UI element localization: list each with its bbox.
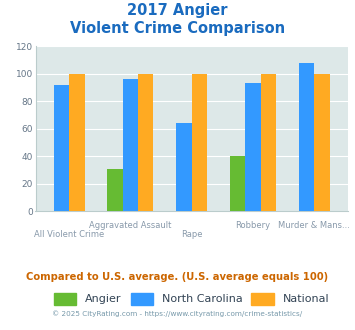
Bar (192, 74, 207, 211)
Bar (108, 169, 123, 211)
Bar (230, 156, 245, 211)
Text: All Violent Crime: All Violent Crime (34, 230, 104, 240)
Text: Violent Crime Comparison: Violent Crime Comparison (70, 21, 285, 36)
Bar (69, 74, 84, 211)
Bar (123, 79, 138, 211)
Bar (314, 74, 329, 211)
Text: Aggravated Assault: Aggravated Assault (89, 221, 171, 230)
Bar (176, 123, 192, 211)
Text: Murder & Mans...: Murder & Mans... (278, 221, 350, 230)
Text: Robbery: Robbery (235, 221, 271, 230)
Legend: Angier, North Carolina, National: Angier, North Carolina, National (54, 292, 329, 305)
Bar (54, 85, 69, 211)
Text: 2017 Angier: 2017 Angier (127, 3, 228, 18)
Text: Compared to U.S. average. (U.S. average equals 100): Compared to U.S. average. (U.S. average … (26, 272, 329, 282)
Text: © 2025 CityRating.com - https://www.cityrating.com/crime-statistics/: © 2025 CityRating.com - https://www.city… (53, 310, 302, 317)
Bar (138, 74, 153, 211)
Bar (245, 83, 261, 211)
Text: Rape: Rape (181, 230, 202, 240)
Bar (261, 74, 276, 211)
Bar (299, 63, 314, 211)
